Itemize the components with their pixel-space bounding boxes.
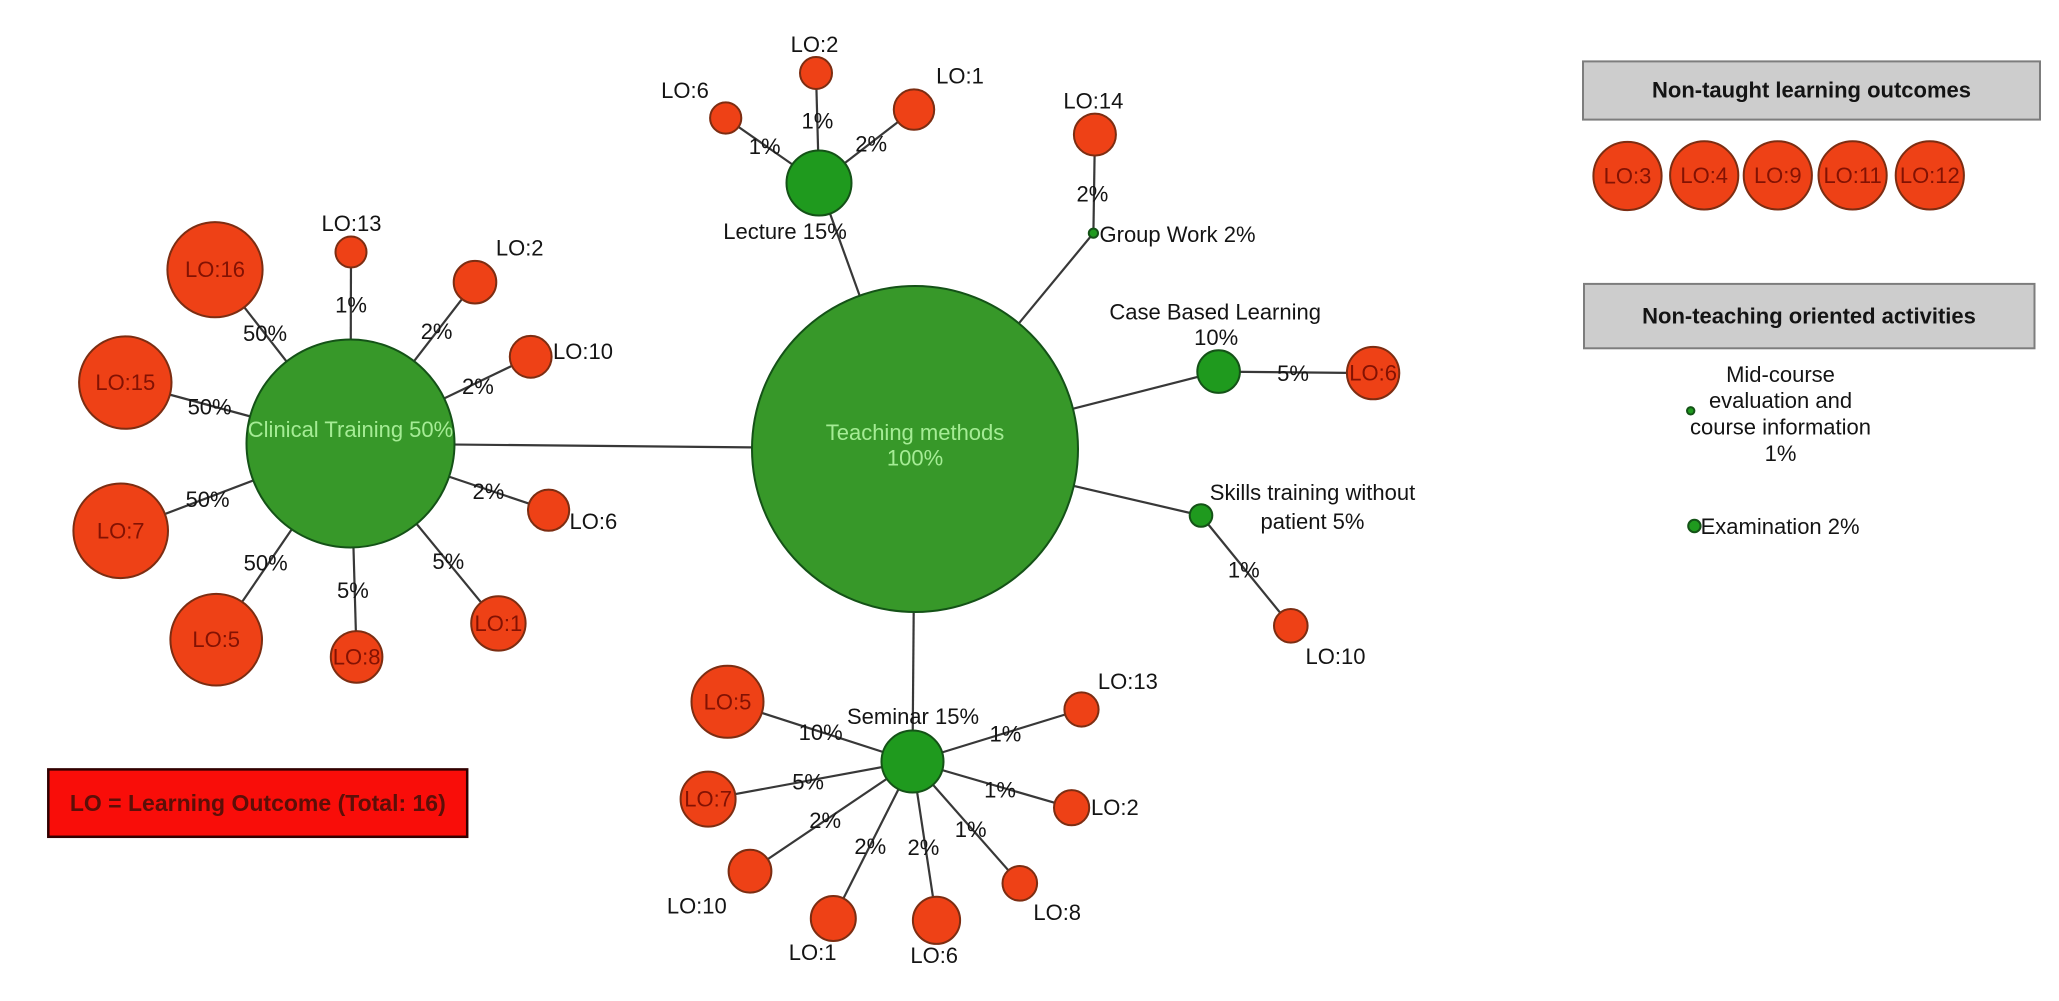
svg-text:Examination 2%: Examination 2% (1701, 514, 1860, 539)
svg-text:1%: 1% (984, 778, 1016, 803)
svg-text:50%: 50% (244, 551, 288, 576)
svg-text:10%: 10% (799, 720, 843, 745)
svg-text:1%: 1% (990, 721, 1022, 746)
svg-text:LO:12: LO:12 (1900, 163, 1960, 188)
svg-text:5%: 5% (1277, 361, 1309, 386)
svg-text:LO:2: LO:2 (791, 32, 839, 57)
svg-text:LO:3: LO:3 (1604, 164, 1652, 189)
svg-text:LO:8: LO:8 (1033, 900, 1081, 925)
svg-text:LO:14: LO:14 (1063, 89, 1123, 114)
svg-text:10%: 10% (1194, 325, 1238, 350)
svg-text:Lecture 15%: Lecture 15% (723, 219, 847, 244)
svg-text:2%: 2% (1077, 181, 1109, 206)
svg-text:Teaching methods: Teaching methods (826, 420, 1005, 445)
svg-text:LO:8: LO:8 (333, 644, 381, 669)
svg-text:1%: 1% (335, 293, 367, 318)
svg-text:patient 5%: patient 5% (1261, 509, 1365, 534)
svg-text:50%: 50% (186, 487, 230, 512)
svg-text:2%: 2% (462, 374, 494, 399)
svg-text:100%: 100% (887, 446, 943, 471)
svg-text:2%: 2% (854, 834, 886, 859)
svg-text:LO:5: LO:5 (704, 689, 752, 714)
svg-text:Group Work 2%: Group Work 2% (1100, 222, 1256, 247)
svg-text:LO = Learning Outcome (Total:: LO = Learning Outcome (Total: 16) (70, 790, 446, 816)
svg-text:LO:15: LO:15 (95, 370, 155, 395)
svg-text:LO:11: LO:11 (1823, 163, 1881, 188)
svg-text:LO:4: LO:4 (1680, 163, 1728, 188)
svg-text:LO:10: LO:10 (553, 339, 613, 364)
svg-text:LO:13: LO:13 (322, 211, 382, 236)
svg-text:Mid-course: Mid-course (1726, 362, 1835, 387)
svg-text:Case Based Learning: Case Based Learning (1109, 299, 1321, 324)
svg-text:Non-taught learning outcomes: Non-taught learning outcomes (1652, 78, 1971, 103)
svg-text:2%: 2% (908, 835, 940, 860)
svg-text:2%: 2% (855, 132, 887, 157)
svg-text:LO:10: LO:10 (667, 893, 727, 918)
svg-text:Skills training without: Skills training without (1210, 480, 1415, 505)
svg-text:Non-teaching oriented activiti: Non-teaching oriented activities (1642, 303, 1976, 328)
svg-text:50%: 50% (243, 321, 287, 346)
svg-text:LO:1: LO:1 (789, 940, 837, 965)
svg-text:LO:7: LO:7 (684, 787, 732, 812)
svg-text:LO:10: LO:10 (1306, 644, 1366, 669)
svg-text:LO:2: LO:2 (1091, 795, 1139, 820)
svg-text:course information: course information (1690, 415, 1871, 440)
svg-text:2%: 2% (809, 808, 841, 833)
svg-text:1%: 1% (802, 108, 834, 133)
svg-text:LO:5: LO:5 (192, 627, 240, 652)
svg-text:Clinical Training 50%: Clinical Training 50% (248, 417, 453, 442)
svg-text:5%: 5% (792, 770, 824, 795)
svg-text:Seminar 15%: Seminar 15% (847, 704, 979, 729)
svg-text:LO:7: LO:7 (97, 518, 145, 543)
svg-text:LO:6: LO:6 (1349, 361, 1397, 386)
svg-text:LO:6: LO:6 (661, 78, 709, 103)
svg-text:LO:13: LO:13 (1098, 669, 1158, 694)
svg-text:5%: 5% (337, 578, 369, 603)
svg-text:LO:1: LO:1 (936, 63, 984, 88)
svg-text:LO:6: LO:6 (910, 943, 958, 968)
svg-text:LO:9: LO:9 (1754, 163, 1802, 188)
svg-text:1%: 1% (1228, 558, 1260, 583)
svg-text:50%: 50% (188, 395, 232, 420)
svg-text:1%: 1% (749, 134, 781, 159)
svg-text:evaluation and: evaluation and (1709, 388, 1852, 413)
svg-text:1%: 1% (1765, 441, 1797, 466)
svg-text:2%: 2% (421, 319, 453, 344)
svg-text:2%: 2% (473, 479, 505, 504)
svg-text:5%: 5% (432, 549, 464, 574)
svg-text:1%: 1% (955, 817, 987, 842)
svg-text:LO:16: LO:16 (185, 257, 245, 282)
svg-text:LO:2: LO:2 (496, 236, 544, 261)
svg-text:LO:1: LO:1 (475, 611, 523, 636)
svg-text:LO:6: LO:6 (570, 509, 618, 534)
